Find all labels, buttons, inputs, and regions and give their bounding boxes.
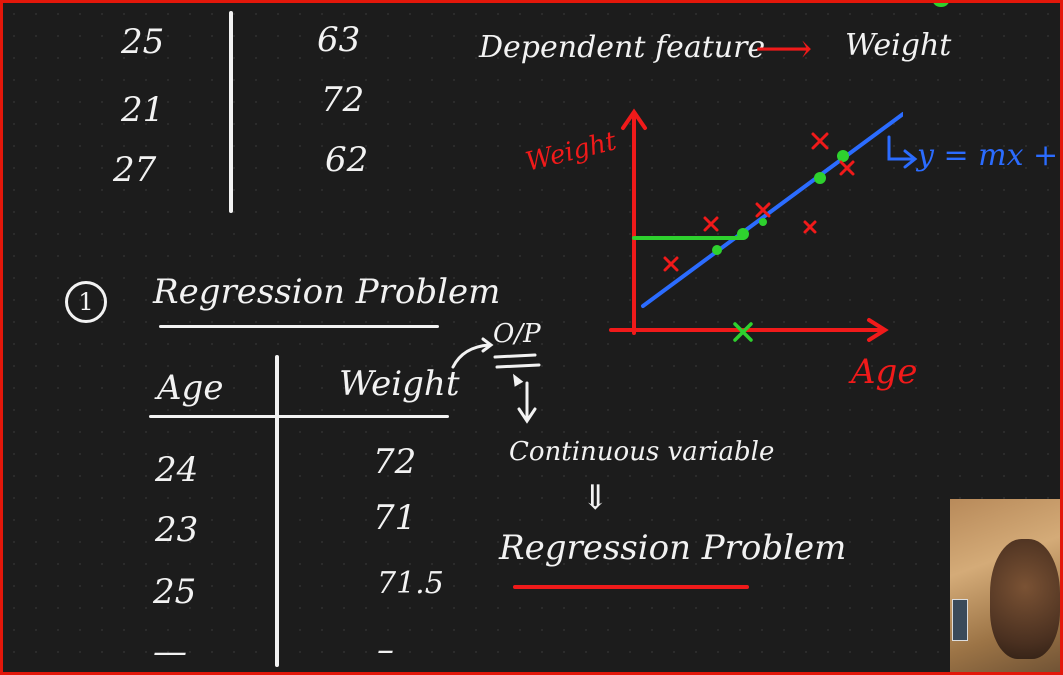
graph-x-label: Age <box>851 352 918 392</box>
top-table-weight-1: 63 <box>317 20 361 60</box>
data-point-cross-icon <box>703 216 719 232</box>
data-point-cross-icon <box>755 202 771 218</box>
dependent-feature-arrow-icon: ⟶ <box>755 26 813 72</box>
data-point-cross-icon <box>839 160 855 176</box>
op-label: O/P <box>493 319 541 349</box>
predicted-point <box>759 218 767 226</box>
webcam-presenter <box>990 539 1060 659</box>
section-title-underline <box>159 325 439 328</box>
top-table-weight-2: 72 <box>321 80 365 120</box>
continuous-variable-label: Continuous variable <box>509 437 775 467</box>
table-column-divider <box>275 355 279 667</box>
double-down-arrow-icon: ⇓ <box>581 478 610 518</box>
section-title: Regression Problem <box>153 272 501 312</box>
predicted-point <box>837 150 849 162</box>
webcam-background-monitor <box>952 599 968 641</box>
regression-equation: y = mx + c <box>917 138 1060 173</box>
table-header-rule <box>149 415 449 418</box>
dependent-feature-target: Weight <box>845 28 952 63</box>
predicted-point <box>737 228 749 240</box>
top-table-weight-3: 62 <box>325 140 369 180</box>
prediction-input-mark-icon <box>733 322 753 342</box>
table-row-3-weight: 71.5 <box>377 566 444 601</box>
best-fit-line <box>641 112 903 308</box>
table-row-4-weight: – <box>377 630 394 670</box>
top-table-age-1: 25 <box>121 22 165 62</box>
recording-indicator <box>933 3 949 7</box>
table-row-3-age: 25 <box>153 572 197 612</box>
predicted-point <box>814 172 826 184</box>
predicted-point <box>712 245 722 255</box>
data-point-cross-icon <box>811 132 829 150</box>
regression-problem-underline <box>513 585 749 589</box>
webcam-video-feed <box>950 499 1060 672</box>
data-point-cross-icon <box>803 220 817 234</box>
regression-graph <box>609 108 903 342</box>
graph-x-axis-arrow-icon <box>867 318 889 342</box>
regression-problem-label: Regression Problem <box>499 528 847 568</box>
table-row-2-age: 23 <box>155 510 199 550</box>
top-table-age-2: 21 <box>121 90 165 130</box>
top-table-divider <box>229 11 233 213</box>
table-row-2-weight: 71 <box>373 498 417 538</box>
table-row-4-age: — <box>153 632 187 672</box>
section-number: 1 <box>65 281 107 323</box>
op-annotation-strokes <box>451 337 541 424</box>
equation-pointer-arrow-icon <box>887 135 918 169</box>
dependent-feature-label: Dependent feature <box>479 30 766 65</box>
table-header-age: Age <box>157 368 224 408</box>
top-table-age-3: 27 <box>113 150 157 190</box>
data-point-cross-icon <box>663 256 679 272</box>
table-row-1-weight: 72 <box>373 442 417 482</box>
table-row-1-age: 24 <box>155 450 199 490</box>
graph-y-axis-arrow-icon <box>621 108 647 130</box>
table-header-weight: Weight <box>339 364 460 404</box>
